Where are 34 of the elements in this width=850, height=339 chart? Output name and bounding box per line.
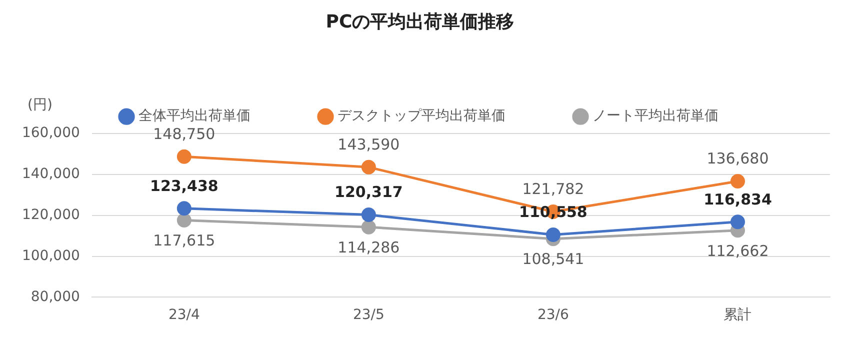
point (176, 149, 192, 164)
data-label: 143,590 (338, 136, 400, 154)
legend-label: デスクトップ平均出荷単価 (338, 108, 506, 124)
point (546, 227, 560, 242)
data-label: 112,662 (706, 242, 769, 260)
data-label: 136,680 (706, 150, 769, 168)
data-label: 121,782 (522, 180, 584, 198)
y-axis-title: (円) (28, 97, 52, 114)
data-label: 117,615 (153, 232, 216, 250)
data-label: 114,286 (338, 238, 400, 256)
point (176, 213, 192, 228)
x-tick-label: 23/4 (168, 307, 200, 324)
chart-title: PCの平均出荷単価推移 (326, 11, 514, 32)
y-tick-label: 140,000 (22, 166, 80, 182)
point (361, 220, 376, 234)
point (730, 174, 745, 189)
y-tick-label: 100,000 (22, 248, 80, 264)
legend-label: ノート平均出荷単価 (592, 108, 718, 124)
point (176, 201, 192, 216)
data-label: 108,541 (522, 250, 584, 268)
data-label: 116,834 (704, 190, 772, 208)
point (730, 214, 745, 230)
y-tick-label: 120,000 (22, 207, 80, 224)
x-tick-label: 23/5 (352, 307, 384, 324)
point (361, 208, 376, 222)
x-tick-label: 23/6 (537, 307, 570, 324)
data-label: 148,750 (153, 124, 216, 143)
x-tick-label: 累計 (724, 307, 752, 324)
data-label: 120,317 (334, 183, 403, 202)
y-tick-label: 160,000 (22, 125, 80, 142)
data-label: 123,438 (150, 176, 218, 195)
point (361, 160, 376, 174)
y-tick-label: 80,000 (30, 288, 80, 305)
legend-label: 全体平均出荷単価 (138, 108, 250, 124)
